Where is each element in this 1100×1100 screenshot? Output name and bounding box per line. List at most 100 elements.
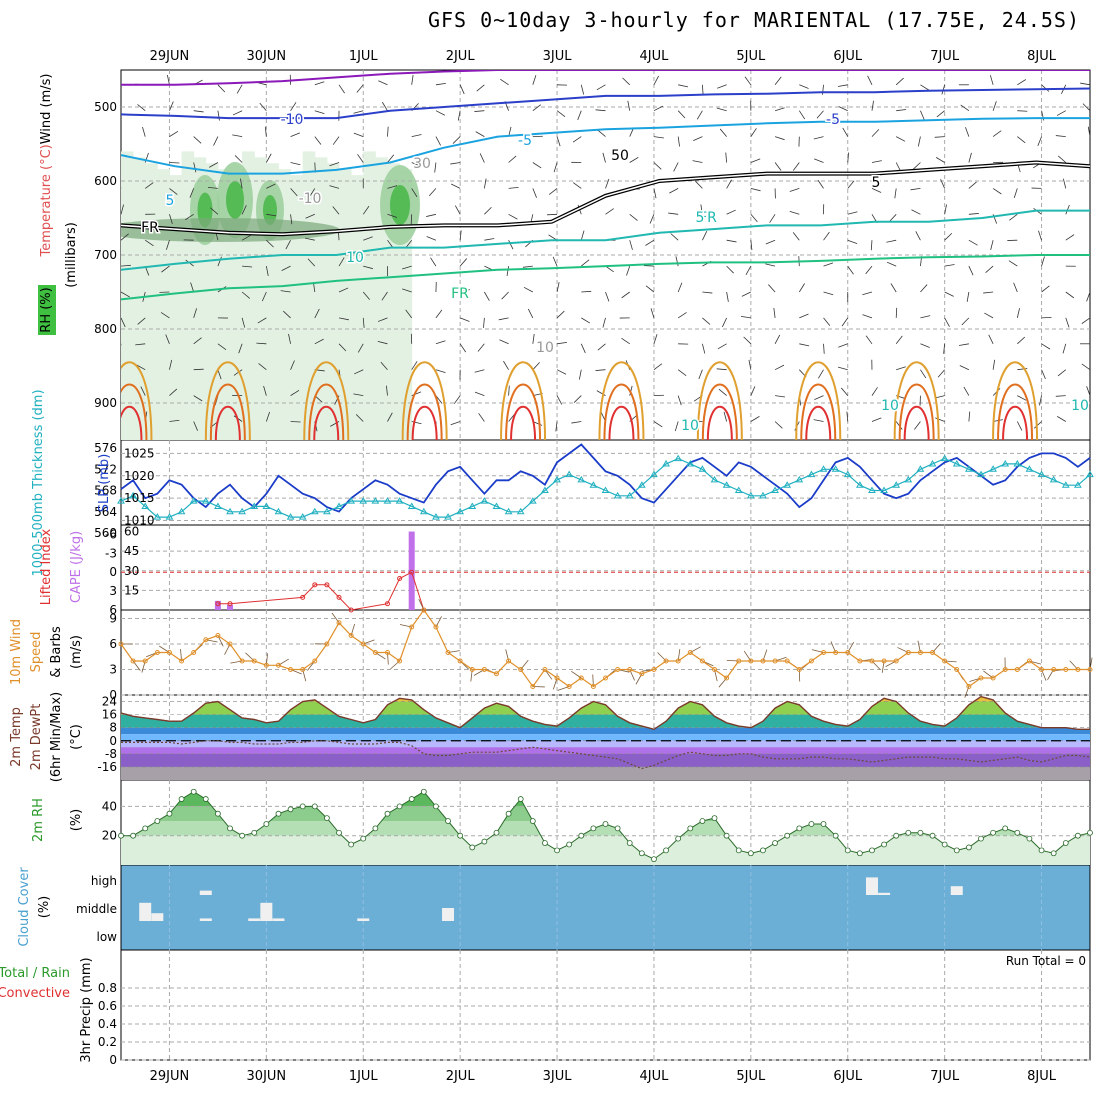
thickness-marker (480, 497, 489, 504)
thickness-tick-label: 576 (94, 441, 117, 455)
axis-title-part: 10m Wind (9, 619, 24, 685)
date-label-bottom: 4JUL (640, 1069, 670, 1084)
wind-speed-marker (905, 650, 911, 655)
wind-barb (968, 411, 971, 422)
wind-barb (1062, 343, 1067, 354)
contour-label: FR (699, 210, 717, 226)
wind-barb (740, 315, 751, 319)
wind-barb (1087, 126, 1090, 137)
wind-barb (290, 389, 300, 396)
wind-barb (581, 317, 591, 324)
wind-speed-marker (930, 650, 936, 655)
warm-contour (800, 383, 837, 440)
wind-barb (259, 102, 267, 111)
wind-speed-marker (675, 658, 681, 664)
date-label-top: 29JUN (150, 49, 190, 64)
wind-speed-marker (263, 662, 269, 668)
wind-barb (498, 317, 509, 321)
wind-barb (968, 239, 978, 246)
rh-cell (157, 169, 170, 440)
wind-barb (121, 162, 122, 163)
rh-marker (844, 847, 851, 854)
wind-barb (238, 343, 243, 354)
thickness-marker (746, 491, 755, 499)
wind-barb (142, 126, 146, 137)
wind-speed-marker (360, 641, 366, 647)
wind-barb (483, 178, 487, 189)
wind-barb (937, 369, 945, 378)
wind-barb (837, 366, 848, 371)
temp-tick-label: -8 (105, 747, 117, 761)
rh-cell (363, 151, 376, 440)
wind-barb (896, 109, 907, 112)
wind-barb (1033, 421, 1042, 429)
wind-barb (653, 136, 664, 139)
wind-barb (185, 213, 194, 221)
temp-line (120, 695, 1090, 731)
rh-marker (275, 810, 282, 817)
wind-barb (1056, 110, 1066, 116)
wind-barb (210, 207, 219, 215)
wind-barb (677, 312, 687, 319)
rh-marker (457, 832, 464, 839)
wind-speed-marker (821, 650, 827, 655)
axis-title-part: Speed (29, 632, 44, 673)
thickness-marker (1025, 465, 1034, 472)
precip-tick-label: 0.8 (98, 981, 117, 995)
wind-speed-marker (372, 650, 378, 655)
wind-barb (765, 239, 776, 245)
wind-barb (677, 369, 687, 377)
wind-barb (650, 308, 655, 319)
wind-barb (871, 129, 880, 137)
wind-barb (1017, 79, 1027, 86)
wind-barb (1086, 386, 1090, 396)
wind-barb (508, 385, 510, 396)
wind-barb (387, 185, 398, 189)
wind-barb (944, 291, 954, 297)
wind-barb (478, 413, 485, 422)
axis-title-part: CAPE (J/kg) (69, 531, 84, 603)
cloud-cell (950, 886, 963, 895)
wind-barb (523, 286, 534, 293)
wind-barb (871, 100, 874, 111)
date-label-top: 4JUL (640, 49, 670, 64)
contour-label: 10 (346, 250, 364, 266)
wind-barb (135, 343, 146, 346)
rh-marker (566, 841, 573, 848)
wind-speed-marker (239, 658, 245, 664)
rh-marker (324, 815, 330, 822)
precip-legend-total: Total / Rain (0, 966, 70, 981)
wind-speed-marker (166, 650, 172, 655)
rh-marker (372, 825, 379, 832)
wind-barb (792, 162, 800, 171)
cape-bar (227, 604, 234, 610)
warm-contour (898, 383, 935, 440)
wind-barb (649, 214, 655, 224)
rh-marker (227, 825, 233, 832)
cloud-cell (878, 892, 891, 895)
wind-barb (702, 317, 711, 325)
axis-title-part: & Barbs (49, 626, 64, 678)
cloud-panel (120, 864, 1091, 951)
wind-barb (305, 213, 315, 219)
cloud-cell (139, 902, 152, 921)
wind-barb (314, 81, 325, 86)
wind-barb (387, 126, 389, 137)
cape-lifted-panel (120, 524, 1091, 611)
wind-barb (653, 188, 657, 199)
wind-barb (847, 265, 854, 275)
wind-barb (189, 188, 195, 198)
dewpoint-line (121, 740, 1091, 770)
wind-speed-marker (748, 658, 754, 664)
wind-barb (920, 369, 927, 379)
wind-barb (920, 110, 925, 121)
thickness-marker (201, 497, 210, 504)
wind-barb (552, 256, 558, 267)
lifted-marker (215, 601, 221, 607)
axis-title: Speed (29, 632, 44, 673)
wind-barb (329, 185, 340, 189)
rh-blob-core (263, 195, 277, 225)
wind-speed-marker (275, 662, 281, 668)
rh-marker (336, 829, 342, 836)
wind-barb (750, 188, 761, 192)
